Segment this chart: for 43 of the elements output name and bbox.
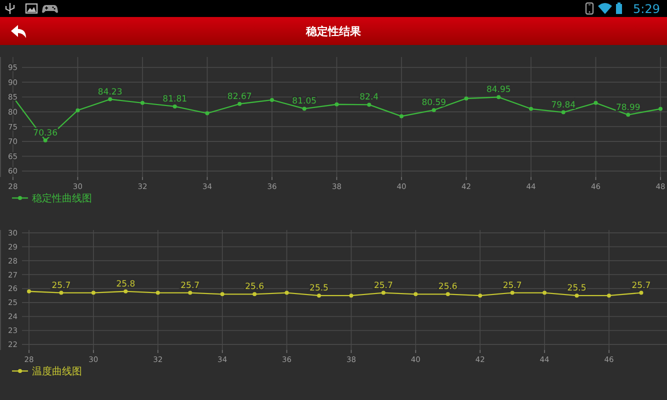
point xyxy=(334,102,339,106)
data-label: 80.59 xyxy=(422,98,446,108)
point xyxy=(270,98,274,102)
data-label: 25.7 xyxy=(632,280,651,291)
text: 5:29 xyxy=(633,2,660,16)
data-label: 81.81 xyxy=(162,94,188,104)
data-label: 84.23 xyxy=(98,87,122,98)
point xyxy=(205,111,210,116)
data-label: 25.5 xyxy=(310,284,328,294)
data-label: 25.7 xyxy=(52,280,71,291)
point xyxy=(432,108,436,112)
data-label: 25.7 xyxy=(374,280,393,291)
data-label: 79.84 xyxy=(551,100,576,110)
data-label: 82.67 xyxy=(227,92,252,102)
point xyxy=(108,97,112,102)
data-label: 78.99 xyxy=(616,102,640,113)
legend-label: 稳定性曲线图 xyxy=(32,192,92,204)
point xyxy=(561,110,566,114)
point xyxy=(367,102,372,107)
data-label: 25.6 xyxy=(438,282,458,292)
point xyxy=(172,104,177,108)
data-label: 25.7 xyxy=(180,280,200,291)
point xyxy=(464,96,468,100)
data-label: 25.6 xyxy=(245,282,264,292)
data-label: 84.95 xyxy=(486,85,511,96)
chart-title: 稳定性结果 xyxy=(305,24,362,38)
point xyxy=(140,100,144,105)
point xyxy=(496,95,501,100)
data-label: 25.7 xyxy=(502,280,522,291)
data-label: 25.8 xyxy=(116,279,136,290)
legend-label: 温度曲线图 xyxy=(32,366,82,378)
data-label: 25.5 xyxy=(567,284,586,294)
point xyxy=(658,106,663,111)
point xyxy=(399,114,404,118)
point xyxy=(238,102,242,106)
point xyxy=(43,138,48,142)
point xyxy=(76,108,80,112)
data-label: 81.05 xyxy=(292,96,317,107)
point xyxy=(529,106,534,111)
point xyxy=(626,112,630,117)
data-label: 82.4 xyxy=(360,92,379,103)
point xyxy=(594,100,598,105)
point xyxy=(302,106,306,111)
